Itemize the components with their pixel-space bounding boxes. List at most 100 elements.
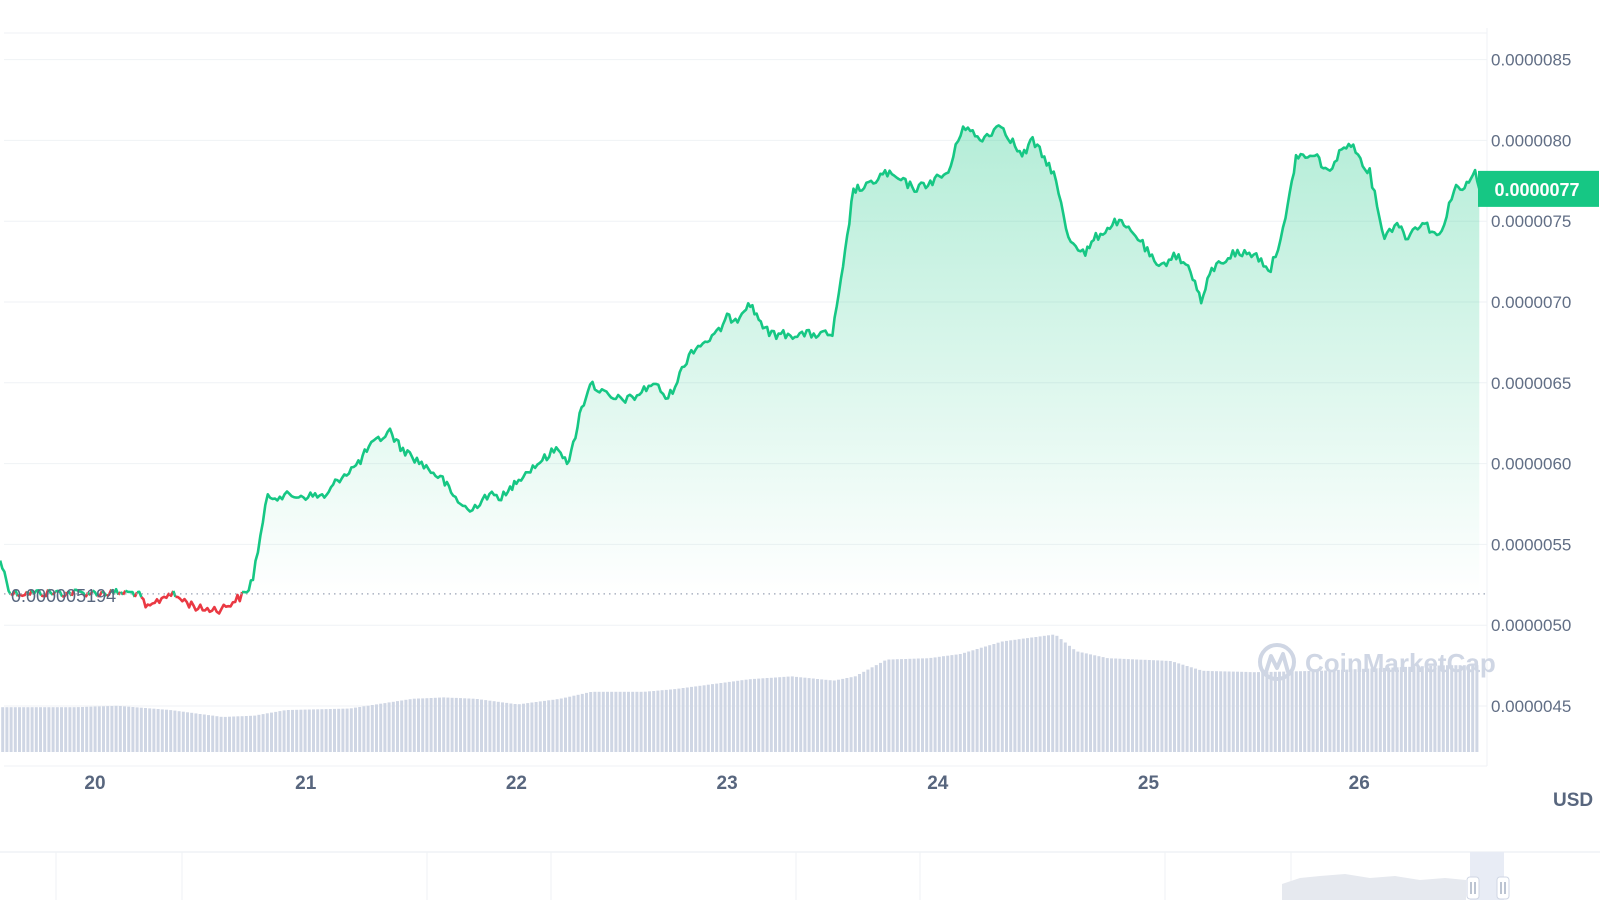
volume-bar bbox=[81, 707, 84, 752]
volume-bar bbox=[1126, 659, 1130, 752]
volume-bar bbox=[975, 649, 979, 752]
price-line-down[interactable] bbox=[121, 590, 127, 596]
price-line-up[interactable] bbox=[30, 589, 43, 597]
volume-bar bbox=[954, 654, 958, 752]
volume-bar bbox=[1341, 669, 1344, 752]
drag-handle-icon[interactable] bbox=[1466, 876, 1480, 900]
volume-bar bbox=[601, 691, 605, 752]
volume-bar bbox=[1177, 663, 1181, 752]
drag-handle-body[interactable] bbox=[1466, 876, 1480, 900]
volume-bar bbox=[1273, 671, 1277, 752]
volume-bar bbox=[26, 707, 30, 752]
price-line-up[interactable] bbox=[54, 589, 64, 598]
volume-bar bbox=[1072, 649, 1076, 752]
volume-bar bbox=[778, 677, 782, 752]
price-line-up[interactable] bbox=[136, 590, 143, 598]
volume-bar bbox=[845, 678, 849, 752]
volume-bar bbox=[635, 691, 639, 752]
price-line-up[interactable] bbox=[91, 589, 99, 597]
volume-bar bbox=[417, 698, 420, 752]
volume-bar bbox=[379, 703, 383, 752]
volume-bar bbox=[820, 679, 824, 752]
volume-bar bbox=[996, 642, 1000, 752]
volume-bar bbox=[1471, 665, 1475, 752]
drag-handle-icon[interactable] bbox=[1496, 876, 1510, 900]
volume-bar bbox=[1093, 655, 1097, 752]
volume-bar bbox=[1000, 641, 1004, 752]
volume-bar bbox=[622, 691, 626, 752]
volume-bar bbox=[1467, 665, 1470, 752]
price-line-up[interactable] bbox=[124, 589, 136, 598]
volume-bar bbox=[543, 700, 546, 752]
range-navigator[interactable] bbox=[0, 851, 1600, 900]
price-line-down[interactable] bbox=[175, 591, 244, 615]
volume-bar bbox=[190, 712, 194, 752]
volume-bar bbox=[1219, 671, 1223, 752]
volume-bar bbox=[1059, 639, 1063, 752]
watermark: CoinMarketCap bbox=[1258, 643, 1496, 681]
volume-bar bbox=[929, 657, 933, 752]
volume-bar bbox=[1038, 636, 1042, 752]
price-line-up[interactable] bbox=[172, 590, 177, 598]
volume-bar bbox=[715, 683, 719, 752]
volume-bar bbox=[1055, 635, 1059, 752]
volume-bar bbox=[152, 708, 156, 752]
volume-bar bbox=[1231, 671, 1235, 752]
price-line-down[interactable] bbox=[70, 589, 76, 597]
volume-bar bbox=[1063, 642, 1067, 752]
volume-bar bbox=[895, 659, 899, 752]
volume-bar bbox=[828, 680, 832, 752]
current-price-label: 0.0000077 bbox=[1494, 180, 1579, 200]
volume-bar bbox=[55, 707, 59, 752]
volume-bar bbox=[1282, 671, 1286, 752]
volume-bar bbox=[916, 658, 920, 752]
volume-bar bbox=[744, 679, 748, 752]
price-line-up[interactable] bbox=[73, 588, 87, 598]
volume-bar bbox=[312, 709, 315, 752]
price-line-up[interactable] bbox=[101, 590, 108, 597]
volume-bar bbox=[215, 716, 219, 752]
volume-bar bbox=[1454, 665, 1458, 752]
price-line-down[interactable] bbox=[140, 590, 175, 609]
volume-bar bbox=[1261, 672, 1265, 752]
price-line-up[interactable] bbox=[0, 560, 12, 596]
volume-bar bbox=[1315, 670, 1319, 752]
volume-bar bbox=[534, 702, 538, 752]
y-axis: 0.0000085 0.0000080 0.0000075 0.0000070 0.00… bbox=[1491, 51, 1571, 716]
volume-bar bbox=[501, 702, 504, 752]
volume-bar bbox=[1122, 658, 1126, 752]
price-line-down[interactable] bbox=[61, 591, 69, 598]
volume-bar bbox=[110, 706, 114, 752]
volume-bar bbox=[1320, 670, 1323, 752]
volume-bar bbox=[656, 690, 660, 752]
price-line-down[interactable] bbox=[16, 590, 29, 598]
volume-bar bbox=[1164, 660, 1168, 752]
volume-bar bbox=[1244, 671, 1248, 752]
volume-bar bbox=[711, 684, 714, 752]
volume-bar bbox=[291, 709, 294, 752]
price-line-down[interactable] bbox=[97, 590, 104, 598]
volume-bar bbox=[202, 714, 206, 752]
volume-bar bbox=[1202, 670, 1206, 752]
volume-bar bbox=[97, 706, 101, 752]
price-line-up[interactable] bbox=[110, 587, 120, 596]
price-line-down[interactable] bbox=[133, 591, 139, 598]
volume-bar bbox=[68, 707, 72, 752]
volume-bar bbox=[1336, 669, 1340, 752]
volume-bar bbox=[135, 707, 139, 752]
volume-bar bbox=[757, 678, 761, 752]
volume-bar bbox=[1332, 670, 1336, 752]
volume-bar bbox=[1278, 671, 1281, 752]
volume-bar bbox=[446, 697, 450, 752]
price-line-up[interactable] bbox=[242, 124, 1481, 594]
price-line-down[interactable] bbox=[106, 588, 113, 598]
volume-bar bbox=[576, 694, 580, 752]
volume-bar bbox=[971, 650, 975, 752]
drag-handle-body[interactable] bbox=[1496, 876, 1510, 900]
price-line-down[interactable] bbox=[40, 588, 50, 598]
volume-bar bbox=[1240, 671, 1244, 752]
volume-bar bbox=[173, 710, 177, 752]
volume-bar bbox=[1152, 660, 1155, 752]
